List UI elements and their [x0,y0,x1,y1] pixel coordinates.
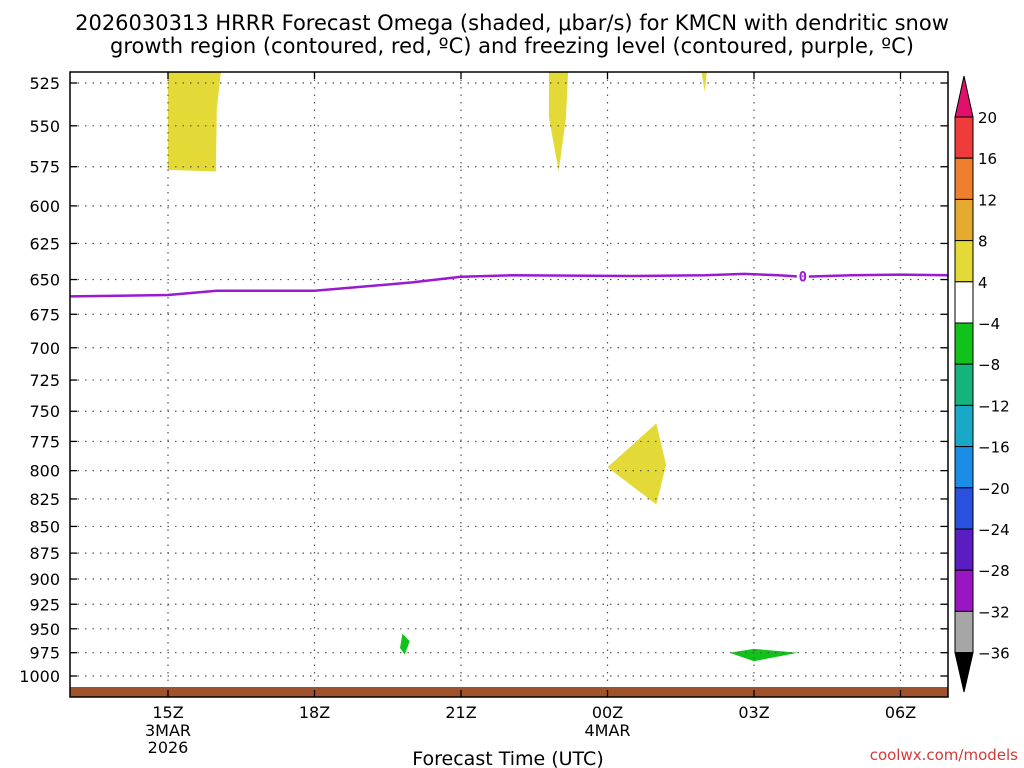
colorbar-label-6: −8 [978,356,1000,374]
y-tick-label-550: 550 [29,117,60,136]
omega-region-0 [168,72,221,172]
y-tick-label-675: 675 [29,305,60,324]
colorbar-label-7: −12 [978,397,1010,415]
y-tick-label-800: 800 [29,462,60,481]
colorbar-label-4: 4 [978,274,988,292]
colorbar-box-6 [954,322,974,365]
x-date-label-15Z-1: 2026 [148,738,189,757]
colorbar-box-11 [954,528,974,571]
y-tick-label-650: 650 [29,271,60,290]
y-tick-label-1000: 1000 [19,667,60,686]
colorbar-label-10: −24 [978,521,1010,539]
colorbar-box-8 [954,404,974,448]
colorbar-box-13 [954,610,974,654]
colorbar-label-11: −28 [978,562,1010,580]
colorbar-label-0: 20 [978,109,997,127]
x-date-label-00Z-0: 4MAR [584,721,630,740]
y-tick-label-700: 700 [29,339,60,358]
plot-frame [69,71,949,698]
y-axis: 525 550 575 600 625 650 675 700 725 750 775 800 825 8… [19,74,948,686]
y-tick-label-975: 975 [29,644,60,663]
x-tick-label-03Z: 03Z [738,703,769,722]
y-tick-label-750: 750 [29,402,60,421]
x-date-label-15Z-0: 3MAR [145,721,191,740]
colorbar-bottom-arrow [954,652,974,693]
y-tick-label-825: 825 [29,490,60,509]
colorbar-label-12: −32 [978,603,1010,621]
y-tick-label-875: 875 [29,544,60,563]
colorbar-label-3: 8 [978,233,988,251]
y-tick-label-575: 575 [29,158,60,177]
y-tick-label-925: 925 [29,595,60,614]
colorbar-box-7 [954,363,974,406]
x-tick-label-18Z: 18Z [299,703,330,722]
colorbar-box-12 [954,569,974,612]
colorbar-label-5: −4 [978,315,1000,333]
colorbar-box-10 [954,487,974,530]
y-tick-label-775: 775 [29,432,60,451]
colorbar-top-arrow [954,75,974,118]
colorbar-box-1 [954,116,974,159]
y-tick-label-725: 725 [29,371,60,390]
y-tick-label-850: 850 [29,517,60,536]
site-credit: coolwx.com/models [870,746,1018,764]
omega-region-3 [607,423,667,505]
omega-region-1 [548,72,569,172]
colorbar-box-5 [954,281,974,324]
omega-region-5 [729,648,798,662]
ground-surface [70,687,948,697]
omega-regions [168,72,798,662]
chart-title-line-2: growth region (contoured, red, ºC) and f… [110,34,914,58]
colorbar-box-9 [954,446,974,489]
x-tick-label-21Z: 21Z [445,703,476,722]
colorbar-label-13: −36 [978,645,1010,663]
chart-title-line-1: 2026030313 HRRR Forecast Omega (shaded, … [75,11,949,35]
y-tick-label-600: 600 [29,197,60,216]
colorbar-box-3 [954,198,974,242]
x-tick-label-15Z: 15Z [152,703,183,722]
omega-region-2 [701,72,707,92]
colorbar-label-2: 12 [978,191,997,209]
omega-region-4 [400,633,410,655]
colorbar-label-8: −16 [978,439,1010,457]
y-tick-label-900: 900 [29,570,60,589]
colorbar-box-4 [954,240,974,283]
x-axis-title: Forecast Time (UTC) [412,748,603,768]
x-tick-label-06Z: 06Z [885,703,916,722]
x-tick-label-00Z: 00Z [592,703,623,722]
colorbar-label-1: 16 [978,150,997,168]
freezing-level-line [70,272,948,298]
freezing-level-label-bg [796,268,809,283]
freezing-level-label: 0 [799,270,807,286]
y-tick-label-525: 525 [29,74,60,93]
y-tick-label-950: 950 [29,620,60,639]
colorbar-label-9: −20 [978,480,1010,498]
colorbar-box-2 [954,157,974,200]
y-tick-label-625: 625 [29,234,60,253]
